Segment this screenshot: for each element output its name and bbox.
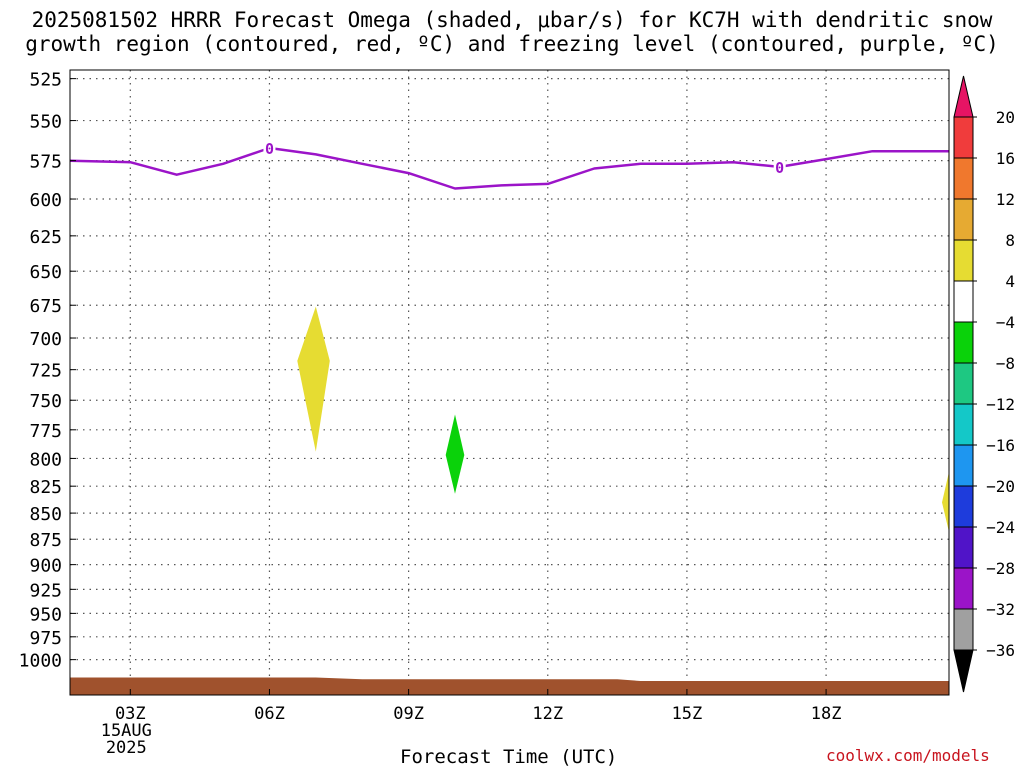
- colorbar-label: −24: [986, 518, 1015, 537]
- omega-region: [445, 414, 465, 494]
- contour-label: 0: [265, 140, 274, 158]
- x-tick-label: 06Z: [254, 704, 285, 724]
- terrain-fill: [70, 677, 949, 695]
- y-tick-label: 950: [29, 604, 62, 625]
- y-tick-label: 625: [29, 227, 62, 248]
- colorbar-bottom-arrow: [953, 649, 974, 693]
- y-tick-label: 725: [29, 361, 62, 382]
- colorbar-box: [953, 608, 974, 651]
- contour-label: 0: [775, 159, 784, 177]
- colorbar-label: −4: [996, 313, 1015, 332]
- freezing-level-contour: 00: [69, 140, 949, 190]
- y-tick-label: 700: [29, 329, 62, 350]
- x-tick-label: 09Z: [393, 704, 424, 724]
- colorbar-label: 16: [996, 149, 1015, 168]
- y-tick-label: 925: [29, 580, 62, 601]
- x-tick-sublabel: 2025: [106, 738, 147, 758]
- chart-title-line-1: 2025081502 HRRR Forecast Omega (shaded, …: [31, 8, 993, 32]
- x-tick-label: 18Z: [811, 704, 842, 724]
- y-tick-label: 750: [29, 391, 62, 412]
- colorbar-label: −32: [986, 600, 1015, 619]
- colorbar-label: 4: [1005, 272, 1015, 291]
- x-tick-sublabel: 15AUG: [101, 721, 152, 741]
- colorbar-label: −16: [986, 436, 1015, 455]
- y-tick-label: 975: [29, 628, 62, 649]
- y-tick-label: 525: [29, 70, 62, 91]
- colorbar-box: [953, 116, 974, 159]
- x-axis-label: Forecast Time (UTC): [400, 746, 618, 768]
- y-tick-label: 800: [29, 449, 62, 470]
- y-tick-label: 650: [29, 262, 62, 283]
- plot-frame: [69, 69, 950, 696]
- grid-lines: [70, 70, 949, 695]
- y-tick-label: 600: [29, 190, 62, 211]
- colorbar-box: [953, 567, 974, 610]
- colorbar-label: −20: [986, 477, 1015, 496]
- y-tick-label: 675: [29, 296, 62, 317]
- y-tick-label: 875: [29, 530, 62, 551]
- colorbar-label: 8: [1005, 231, 1015, 250]
- colorbar-box: [953, 485, 974, 528]
- contour-label-bg: [773, 158, 786, 175]
- colorbar-label: −8: [996, 354, 1015, 373]
- x-tick-label: 15Z: [672, 704, 703, 724]
- y-tick-label: 550: [29, 112, 62, 133]
- y-tick-label: 850: [29, 504, 62, 525]
- y-axis: 525 550 575 600 625 650 675 700 725 750 775 800 825 8…: [19, 70, 76, 672]
- colorbar-box: [953, 403, 974, 446]
- colorbar-label: −36: [986, 641, 1015, 660]
- contour-label-bg: [263, 140, 276, 157]
- terrain-area: [70, 677, 949, 695]
- y-tick-label: 900: [29, 556, 62, 577]
- x-tick-label: 12Z: [532, 704, 563, 724]
- colorbar-box: [953, 526, 974, 569]
- colorbar-box: [953, 280, 974, 323]
- colorbar-top-arrow: [953, 75, 974, 118]
- omega-shading: [297, 306, 949, 532]
- y-tick-label: 1000: [19, 651, 62, 672]
- y-tick-label: 775: [29, 421, 62, 442]
- freezing-level-line: [69, 146, 949, 190]
- colorbar-label: 12: [996, 190, 1015, 209]
- colorbar-label: −12: [986, 395, 1015, 414]
- colorbar-label: 20: [996, 108, 1015, 127]
- omega-colorbar: 20 16 12 8 4 −4 −8 −12 −16 −20 −24 −28 −32 −36: [953, 75, 1015, 693]
- colorbar-box: [953, 157, 974, 200]
- y-tick-label: 575: [29, 152, 62, 173]
- colorbar-box: [953, 198, 974, 241]
- omega-region: [942, 471, 949, 532]
- y-tick-label: 825: [29, 477, 62, 498]
- colorbar-box: [953, 362, 974, 405]
- colorbar-box: [953, 321, 974, 364]
- colorbar-label: −28: [986, 559, 1015, 578]
- colorbar-box: [953, 239, 974, 282]
- x-tick-label: 03Z: [115, 704, 146, 724]
- chart-title-line-2: growth region (contoured, red, ºC) and f…: [25, 32, 999, 56]
- colorbar-box: [953, 444, 974, 487]
- credit-link[interactable]: coolwx.com/models: [826, 746, 990, 765]
- omega-region: [297, 306, 330, 452]
